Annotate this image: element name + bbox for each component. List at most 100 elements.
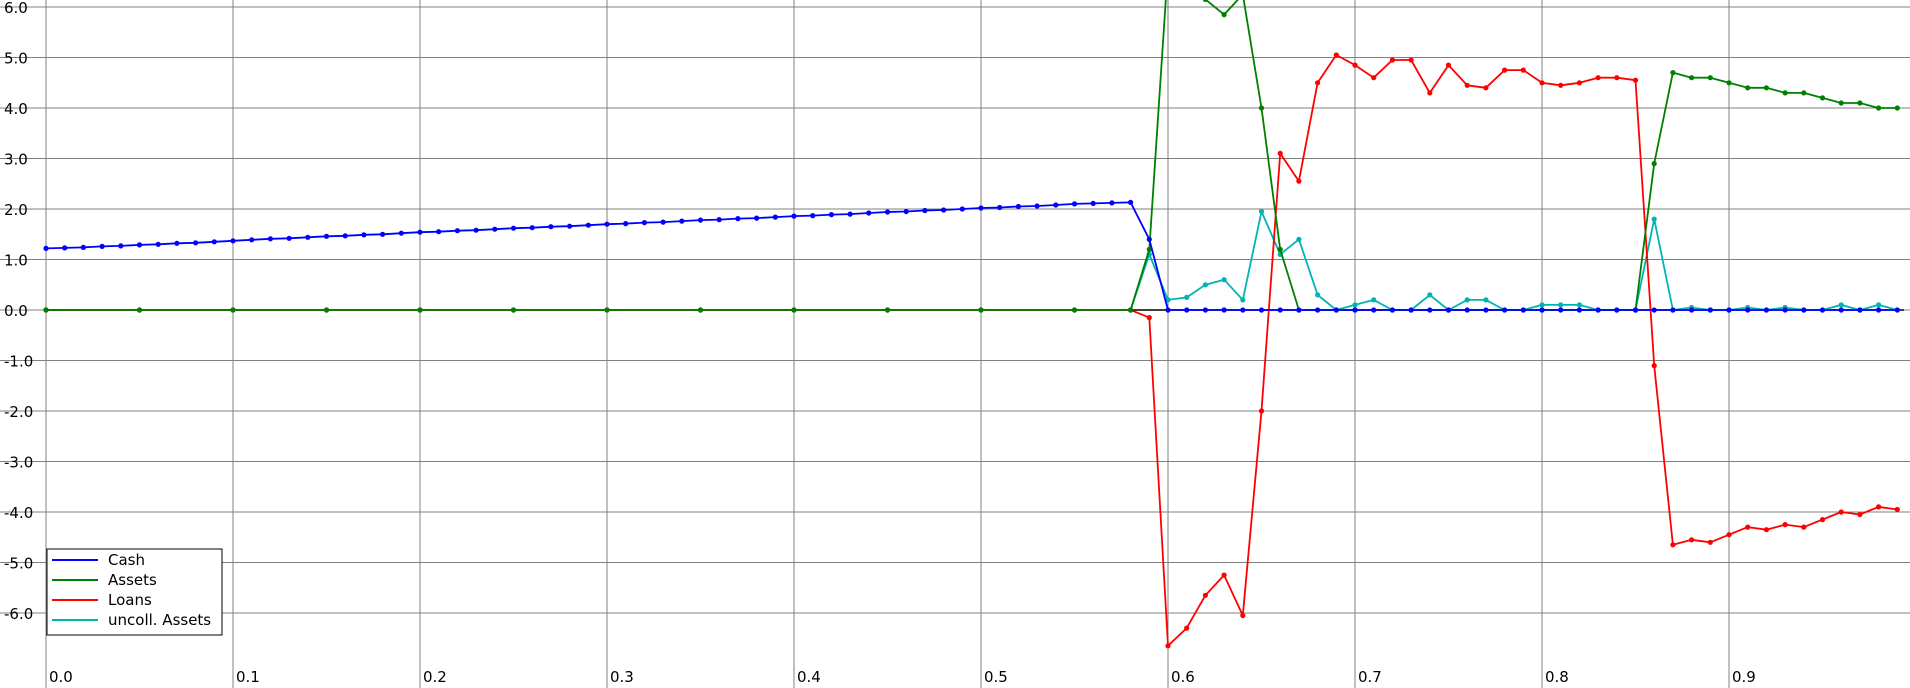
data-point: [997, 204, 1003, 211]
data-point: [1483, 297, 1489, 303]
data-point: [1520, 307, 1526, 313]
x-tick-label: 0.5: [984, 668, 1008, 686]
data-point: [1689, 537, 1695, 543]
data-point: [604, 307, 610, 313]
series-line: [46, 54, 1898, 647]
x-tick-label: 0.4: [797, 668, 821, 686]
data-point: [1707, 539, 1713, 545]
data-point: [1595, 307, 1601, 313]
data-point: [1576, 307, 1582, 313]
data-point: [473, 227, 479, 233]
data-point: [136, 242, 143, 248]
data-point: [1539, 302, 1545, 308]
data-point: [1689, 307, 1695, 313]
data-point: [118, 243, 124, 249]
y-tick-label: 6.0: [4, 0, 28, 17]
x-tick-label: 0.0: [49, 668, 73, 686]
data-point: [1408, 57, 1414, 63]
data-point: [1857, 307, 1863, 313]
data-point: [866, 210, 872, 216]
data-point: [323, 307, 330, 313]
data-point: [1651, 161, 1657, 167]
data-point: [641, 220, 648, 226]
data-point: [361, 232, 367, 238]
series-line: [45, 201, 1898, 311]
data-point: [903, 208, 909, 215]
data-point: [1371, 75, 1377, 81]
data-point: [510, 307, 517, 313]
data-point: [1240, 297, 1246, 303]
data-point: [959, 206, 965, 212]
data-point: [1315, 307, 1321, 313]
data-point: [697, 217, 704, 223]
data-point: [1819, 517, 1826, 523]
data-point: [1277, 307, 1283, 313]
data-point: [1184, 625, 1190, 631]
data-point: [1876, 105, 1882, 111]
data-point: [1801, 524, 1807, 530]
data-point: [1277, 150, 1283, 156]
data-point: [1558, 307, 1564, 313]
data-point: [1558, 82, 1564, 88]
y-tick-label: 1.0: [4, 252, 28, 270]
data-point: [1389, 307, 1395, 313]
data-point: [810, 213, 816, 219]
data-point: [1427, 307, 1433, 313]
data-point: [380, 231, 386, 237]
data-point: [1614, 307, 1620, 313]
data-point: [1726, 80, 1732, 86]
data-point: [43, 307, 49, 313]
data-point: [1146, 246, 1152, 252]
data-point: [1109, 200, 1115, 206]
data-point: [1651, 363, 1657, 369]
data-point: [1053, 202, 1059, 208]
x-tick-label: 0.1: [236, 668, 260, 686]
data-point: [1296, 178, 1302, 184]
data-point: [1071, 307, 1078, 313]
data-point: [510, 225, 517, 231]
data-point: [754, 215, 760, 221]
legend-label: uncoll. Assets: [108, 611, 211, 629]
data-point: [1894, 307, 1900, 313]
data-point: [1876, 504, 1882, 510]
data-point: [1221, 307, 1227, 313]
series-cash: [43, 199, 1900, 313]
series-line: [46, 0, 1898, 311]
data-point: [417, 229, 423, 235]
data-point: [193, 240, 199, 246]
data-point: [1838, 100, 1844, 106]
data-point: [1520, 67, 1526, 73]
data-point: [1614, 75, 1620, 81]
data-point: [791, 307, 797, 313]
data-point: [1034, 203, 1040, 209]
data-point: [230, 307, 236, 313]
x-tick-label: 0.8: [1545, 668, 1569, 686]
data-point: [1745, 85, 1751, 91]
data-point: [1857, 511, 1863, 518]
x-tick-label: 0.2: [423, 668, 447, 686]
data-point: [174, 240, 180, 246]
tick-labels: 0.0 0.1 0.2 0.3 0.4 0.5 0.6 0.7 0.8 0.9 6.0 5.0 4.0 3…: [4, 0, 1756, 686]
data-point: [697, 307, 704, 313]
data-point: [1763, 527, 1769, 533]
data-point: [136, 307, 143, 313]
data-point: [1352, 62, 1358, 68]
data-point: [1876, 302, 1882, 308]
data-point: [1258, 408, 1265, 414]
data-point: [735, 216, 741, 222]
data-point: [286, 235, 292, 241]
data-point: [1539, 80, 1545, 86]
y-tick-label: -4.0: [4, 504, 33, 522]
data-point: [1801, 90, 1807, 96]
data-point: [249, 237, 255, 243]
data-point: [1165, 297, 1171, 303]
data-point: [1745, 307, 1751, 313]
y-tick-label: 0.0: [4, 302, 28, 320]
x-tick-label: 0.3: [610, 668, 634, 686]
data-point: [99, 243, 105, 249]
data-point: [978, 307, 984, 313]
data-point: [1670, 70, 1676, 76]
data-point: [1670, 307, 1676, 313]
data-point: [716, 217, 722, 223]
series-layer: [43, 0, 1900, 649]
